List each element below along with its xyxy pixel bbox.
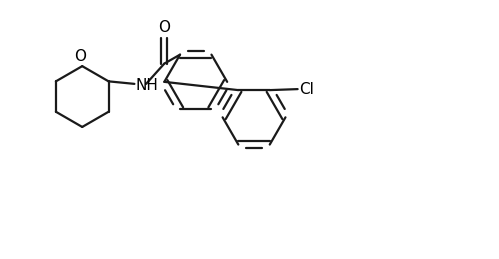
Text: Cl: Cl xyxy=(299,82,314,97)
Text: O: O xyxy=(74,49,86,64)
Text: NH: NH xyxy=(136,78,159,93)
Text: O: O xyxy=(158,20,170,35)
